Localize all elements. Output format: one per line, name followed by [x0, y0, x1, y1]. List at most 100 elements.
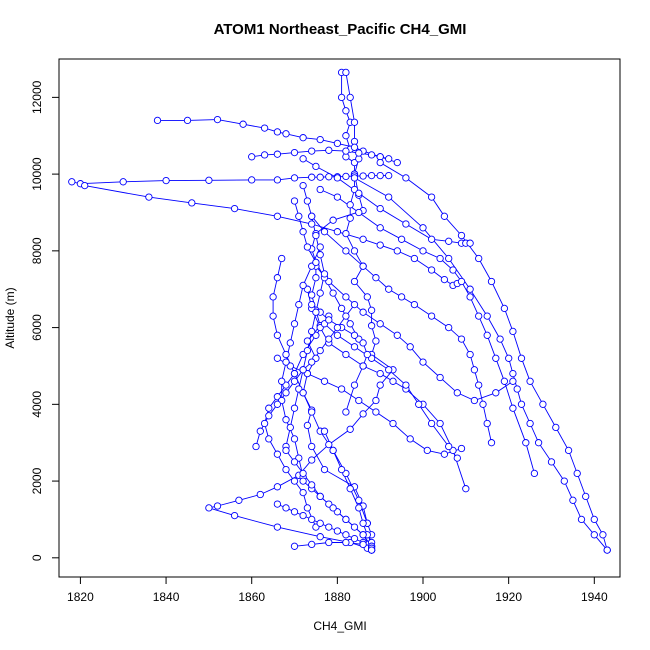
- data-point: [235, 496, 243, 504]
- data-point: [355, 496, 363, 504]
- data-point: [453, 454, 461, 462]
- data-point: [299, 181, 307, 190]
- data-point: [316, 346, 324, 355]
- data-point: [329, 289, 337, 297]
- data-point: [162, 176, 170, 185]
- data-point: [273, 354, 282, 362]
- data-point: [560, 477, 568, 485]
- data-point: [290, 404, 299, 412]
- data-point: [393, 247, 401, 255]
- data-point: [445, 237, 453, 245]
- data-point: [346, 320, 354, 328]
- data-point: [350, 523, 359, 531]
- data-point: [590, 531, 598, 539]
- data-point: [415, 400, 423, 408]
- data-point: [505, 354, 513, 362]
- data-point: [342, 312, 350, 320]
- data-point: [329, 446, 337, 455]
- data-point: [492, 354, 500, 362]
- profile-line: [324, 323, 458, 459]
- data-point: [286, 339, 294, 347]
- data-point: [316, 492, 324, 501]
- data-point: [320, 270, 329, 278]
- data-point: [342, 172, 350, 181]
- data-point: [376, 158, 384, 167]
- data-point: [316, 185, 324, 194]
- data-point: [273, 150, 282, 158]
- data-point: [333, 174, 342, 182]
- profile-line: [354, 177, 608, 551]
- data-point: [273, 483, 282, 491]
- data-point: [466, 239, 474, 247]
- data-point: [213, 115, 222, 124]
- data-point: [308, 456, 316, 464]
- data-point: [466, 285, 474, 293]
- data-point: [427, 266, 436, 274]
- data-point: [436, 373, 444, 382]
- data-point: [273, 331, 282, 339]
- data-point: [509, 327, 517, 336]
- data-point: [487, 439, 496, 447]
- data-point: [346, 214, 354, 222]
- y-tick-label: 8000: [30, 237, 44, 264]
- data-point: [342, 515, 350, 524]
- data-point: [359, 339, 367, 347]
- data-point: [509, 369, 517, 378]
- y-tick-label: 2000: [30, 467, 44, 494]
- data-point: [453, 389, 461, 397]
- data-point: [419, 247, 427, 255]
- y-axis: 0 2000 4000 6000 8000 10000 12000: [30, 80, 60, 561]
- data-point: [436, 419, 444, 428]
- data-point: [290, 148, 299, 157]
- data-point: [68, 178, 76, 186]
- data-point: [290, 435, 299, 443]
- data-point: [325, 335, 333, 343]
- data-point: [402, 220, 410, 228]
- data-point: [372, 396, 380, 405]
- data-point: [359, 235, 367, 243]
- data-point: [273, 450, 282, 458]
- data-point: [355, 208, 363, 217]
- data-point: [445, 254, 453, 263]
- data-point: [483, 419, 491, 428]
- x-axis-label: CH4_GMI: [313, 619, 366, 633]
- data-point: [393, 158, 401, 167]
- data-point: [350, 247, 359, 255]
- x-tick-label: 1840: [153, 590, 180, 604]
- data-point: [350, 118, 359, 126]
- y-axis-label: Altitude (m): [3, 287, 17, 348]
- data-point: [445, 323, 453, 332]
- data-point: [470, 366, 479, 374]
- data-point: [457, 277, 466, 286]
- x-tick-label: 1860: [238, 590, 265, 604]
- profile-line: [315, 265, 514, 401]
- data-point: [530, 469, 539, 478]
- data-point: [342, 132, 350, 140]
- data-point: [153, 116, 162, 125]
- data-point: [273, 212, 282, 220]
- data-point: [350, 143, 359, 151]
- data-point: [342, 350, 350, 359]
- data-point: [290, 542, 299, 550]
- data-point: [436, 254, 444, 263]
- data-point: [308, 540, 316, 549]
- data-point: [440, 450, 449, 458]
- data-point: [312, 231, 320, 240]
- data-point: [295, 300, 303, 309]
- data-point: [376, 241, 384, 249]
- data-point: [312, 258, 320, 267]
- x-tick-label: 1900: [410, 590, 437, 604]
- data-point: [252, 442, 260, 451]
- data-point: [308, 515, 316, 524]
- data-point: [316, 135, 324, 144]
- data-point: [462, 485, 470, 493]
- data-point: [248, 176, 256, 184]
- data-point: [278, 377, 286, 385]
- data-point: [282, 358, 290, 366]
- data-point: [346, 485, 354, 493]
- data-point: [342, 538, 350, 547]
- data-point: [389, 377, 397, 385]
- chart-title: ATOM1 Northeast_Pacific CH4_GMI: [214, 21, 467, 38]
- data-point: [402, 174, 410, 182]
